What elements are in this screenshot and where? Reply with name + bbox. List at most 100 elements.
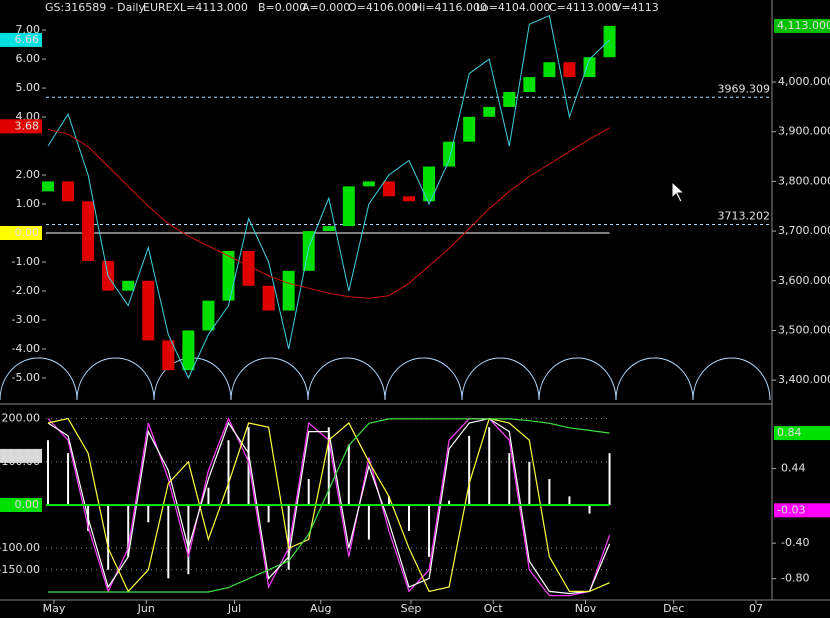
cycle-arc bbox=[230, 357, 309, 401]
candle bbox=[603, 25, 616, 58]
cycle-arc bbox=[615, 357, 694, 401]
cycle-arc bbox=[384, 357, 463, 401]
x-tick-label: Aug bbox=[310, 602, 331, 615]
x-tick-label: May bbox=[43, 602, 66, 615]
y2-tick-label: -2.00 bbox=[12, 284, 40, 297]
y2-tick-label: 2.00 bbox=[16, 168, 41, 181]
y-tick-label: -150.00 bbox=[0, 563, 40, 576]
candle bbox=[443, 141, 456, 167]
y-tick-label: -100.00 bbox=[0, 541, 40, 554]
right-marker: -0.03 bbox=[777, 503, 805, 516]
candle bbox=[182, 330, 195, 371]
candle bbox=[382, 181, 395, 197]
series-line bbox=[47, 127, 610, 299]
left-marker: 0.00 bbox=[15, 498, 40, 511]
left-marker-bg bbox=[0, 226, 42, 241]
left-marker: 6.66 bbox=[15, 33, 40, 46]
left-marker: 0.00 bbox=[15, 226, 40, 239]
left-marker: 3.68 bbox=[15, 119, 40, 132]
candle bbox=[322, 226, 335, 232]
cycle-arc bbox=[0, 357, 78, 401]
last-price: 4,113.000 bbox=[777, 19, 830, 32]
left-marker-bg bbox=[0, 32, 42, 47]
candle bbox=[463, 116, 476, 142]
candle bbox=[563, 62, 576, 78]
candle bbox=[262, 285, 275, 311]
candle bbox=[202, 300, 215, 331]
candle bbox=[142, 280, 155, 341]
header-field: L=4113.000 bbox=[180, 1, 248, 14]
y2-tick-label: -4.00 bbox=[12, 342, 40, 355]
cycle-arc bbox=[692, 357, 771, 401]
right-marker-bg bbox=[774, 503, 830, 518]
y-tick-label: 4,000.000 bbox=[778, 75, 830, 88]
x-tick-label: Jun bbox=[137, 602, 155, 615]
series-line bbox=[47, 417, 611, 595]
candle bbox=[342, 186, 355, 227]
cycle-arc bbox=[461, 357, 540, 401]
y-tick-label: 3,400.000 bbox=[778, 373, 830, 386]
y2-tick-label: 0.44 bbox=[781, 462, 806, 475]
candle bbox=[42, 181, 54, 192]
y-tick-label: 3,700.000 bbox=[778, 224, 830, 237]
series-line bbox=[47, 417, 610, 593]
left-marker-bg bbox=[0, 119, 42, 134]
header-field: Hi=4116.000 bbox=[414, 1, 487, 14]
series-line bbox=[48, 418, 610, 593]
x-tick-label: 07 bbox=[749, 602, 763, 615]
right-marker-bg bbox=[774, 426, 830, 441]
y2-tick-label: 6.00 bbox=[16, 52, 41, 65]
header-exchange: EUREX bbox=[143, 1, 181, 14]
candle bbox=[82, 201, 95, 261]
cycle-arc bbox=[307, 357, 386, 401]
last-price-bg bbox=[774, 18, 830, 33]
y2-tick-label: 5.00 bbox=[16, 81, 41, 94]
y2-tick-label: 7.00 bbox=[16, 23, 41, 36]
y-tick-label: 200.00 bbox=[2, 412, 41, 425]
candle bbox=[403, 196, 415, 202]
header-field: Lo=4104.000 bbox=[476, 1, 550, 14]
candle bbox=[543, 62, 556, 78]
level-label: 3713.202 bbox=[718, 210, 771, 223]
mouse-cursor bbox=[671, 180, 686, 203]
header-field: O=4106.000 bbox=[348, 1, 418, 14]
candle bbox=[503, 92, 516, 107]
x-tick-label: Nov bbox=[575, 602, 597, 615]
candle bbox=[122, 280, 135, 291]
cycle-arc bbox=[538, 357, 617, 401]
candle bbox=[423, 166, 436, 202]
x-tick-label: Sep bbox=[401, 602, 422, 615]
y2-tick-label: -0.80 bbox=[781, 572, 809, 585]
y-tick-label: 3,600.000 bbox=[778, 274, 830, 287]
y2-tick-label: -3.00 bbox=[12, 313, 40, 326]
header-field: A=0.000 bbox=[302, 1, 350, 14]
candle bbox=[583, 57, 596, 78]
level-label: 3969.309 bbox=[718, 82, 771, 95]
y2-tick-label: -5.00 bbox=[12, 371, 40, 384]
header-symbol: GS:316589 - Daily bbox=[45, 1, 145, 14]
candle bbox=[62, 181, 75, 202]
candle bbox=[362, 181, 375, 187]
header-field: V=4113 bbox=[614, 1, 659, 14]
y-tick-label: 3,800.000 bbox=[778, 174, 830, 187]
candle bbox=[282, 270, 295, 311]
x-tick-label: Dec bbox=[663, 602, 684, 615]
left-marker-bg bbox=[0, 448, 42, 463]
y2-tick-label: 1.00 bbox=[16, 197, 41, 210]
header-field: B=0.000 bbox=[258, 1, 306, 14]
x-tick-label: Oct bbox=[484, 602, 504, 615]
right-marker: 0.84 bbox=[777, 426, 802, 439]
candle bbox=[162, 340, 175, 371]
candle bbox=[523, 77, 536, 92]
left-marker: 113.68 bbox=[1, 449, 40, 462]
candle bbox=[483, 106, 496, 117]
header-field: C=4113.000 bbox=[549, 1, 618, 14]
y-tick-label: 3,500.000 bbox=[778, 323, 830, 336]
candle bbox=[222, 250, 235, 301]
cycle-arc bbox=[76, 357, 155, 401]
y2-tick-label: -0.40 bbox=[781, 536, 809, 549]
series-line bbox=[47, 14, 610, 380]
left-marker-bg bbox=[0, 498, 42, 512]
